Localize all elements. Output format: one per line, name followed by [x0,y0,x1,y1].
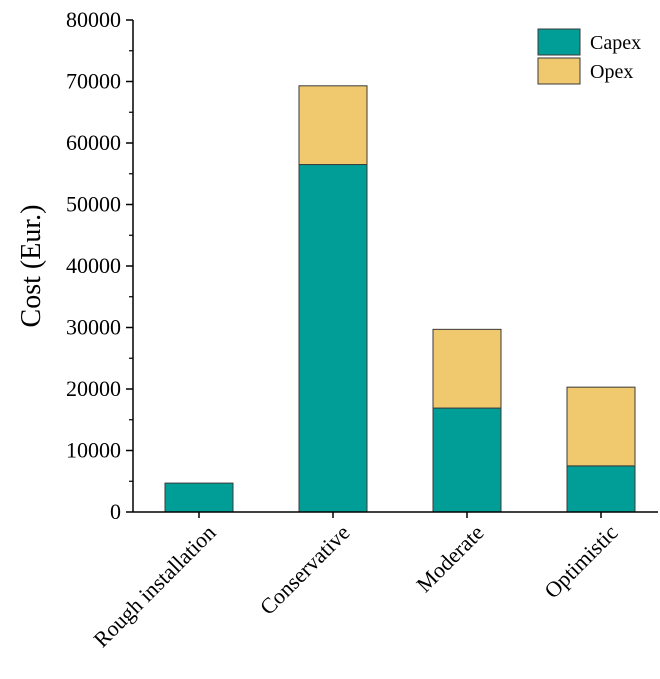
y-axis-title: Cost (Eur.) [16,205,47,328]
y-tick-label: 20000 [66,376,121,401]
legend-label-capex: Capex [590,32,641,54]
x-category-label: Optimistic [539,520,623,604]
y-tick-label: 0 [110,499,121,524]
y-tick-label: 80000 [66,7,121,32]
bar-opex-3 [432,328,502,409]
bar-capex-1 [164,482,234,513]
y-tick-label: 60000 [66,130,121,155]
y-tick-label: 70000 [66,69,121,94]
x-category-label: Moderate [411,520,488,597]
bar-capex-4 [566,465,636,513]
y-tick-label: 30000 [66,315,121,340]
y-tick-label: 50000 [66,192,121,217]
bar-capex-2 [298,164,368,513]
y-tick-label: 40000 [66,253,121,278]
bars-group [164,85,636,513]
legend-swatch-capex [537,28,581,56]
legend: Capex Opex [537,28,641,85]
bar-capex-3 [432,407,502,513]
bar-opex-2 [298,85,368,166]
y-tick-label: 10000 [66,438,121,463]
legend-swatch-opex [537,57,581,85]
bar-opex-4 [566,386,636,467]
x-category-label: Conservative [255,520,355,620]
legend-label-opex: Opex [590,61,633,83]
x-category-label: Rough installation [88,520,220,652]
